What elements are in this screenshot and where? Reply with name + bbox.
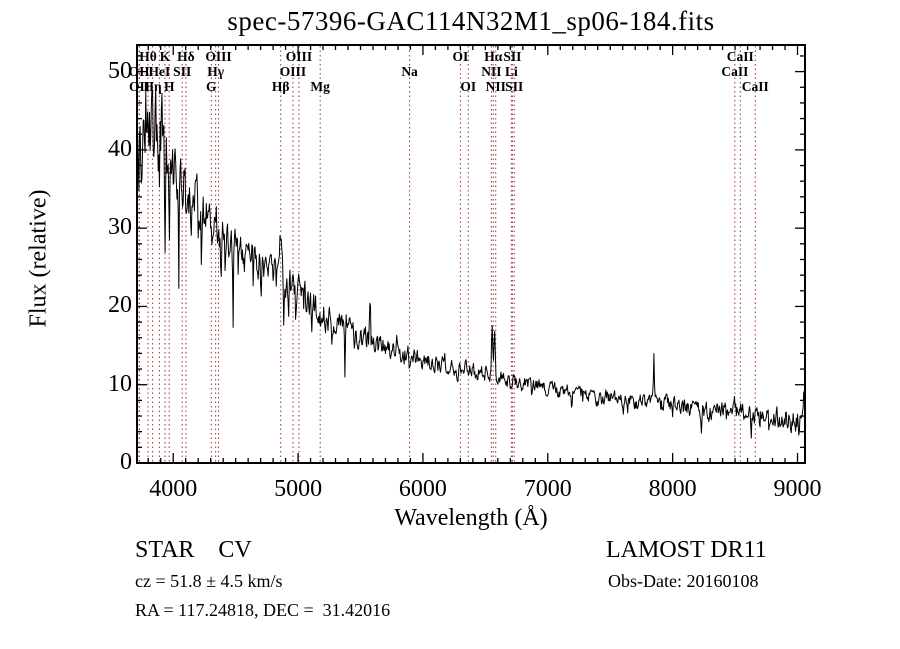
y-tick-10: 10 — [108, 370, 132, 397]
line-label-K: K — [159, 49, 171, 64]
x-axis-title: Wavelength (Å) — [394, 505, 548, 531]
line-label-OIII: OIII — [285, 49, 313, 64]
y-tick-30: 30 — [108, 214, 132, 241]
radial-velocity-label: cz = 51.8 ± 4.5 km/s — [135, 571, 283, 591]
line-label-Hγ: Hγ — [207, 64, 225, 79]
line-label-Hα: Hα — [484, 49, 503, 64]
line-label-H: H — [163, 79, 175, 94]
line-label-OII: OII — [128, 64, 150, 79]
line-label-SII: SII — [505, 79, 524, 94]
x-tick-9000: 9000 — [773, 476, 822, 502]
plot-frame — [136, 44, 806, 464]
line-label-CaII: CaII — [741, 79, 769, 94]
line-label-OI: OI — [452, 49, 469, 64]
x-tick-8000: 8000 — [648, 476, 697, 502]
line-label-NII: NII — [481, 64, 502, 79]
line-label-OIII: OIII — [279, 64, 307, 79]
line-label-Na: Na — [401, 64, 418, 79]
x-tick-7000: 7000 — [523, 476, 572, 502]
line-label-G: G — [206, 79, 217, 94]
line-label-OI: OI — [460, 79, 477, 94]
line-label-SII: SII — [503, 49, 522, 64]
line-label-CaII: CaII — [726, 49, 754, 64]
axis-ticks — [137, 45, 805, 464]
y-tick-50: 50 — [108, 57, 132, 84]
line-label-Mg: Mg — [310, 79, 330, 94]
ra-dec-label: RA = 117.24818, DEC = 31.42016 — [135, 600, 391, 620]
x-tick-5000: 5000 — [274, 476, 323, 502]
obs-date-label: Obs-Date: 20160108 — [608, 571, 759, 591]
line-label-Hθ: Hθ — [139, 49, 157, 64]
y-tick-40: 40 — [108, 135, 132, 162]
line-label-Hη: Hη — [143, 79, 162, 94]
y-tick-20: 20 — [108, 292, 132, 319]
y-axis-title: Flux (relative) — [25, 189, 52, 328]
line-label-HeI: HeI — [148, 64, 171, 79]
line-label-SII: SII — [173, 64, 192, 79]
survey-release-label: LAMOST DR11 — [606, 537, 767, 563]
x-tick-6000: 6000 — [398, 476, 447, 502]
spectrum-curve — [136, 84, 806, 439]
line-label-OIII: OIII — [205, 49, 232, 64]
x-tick-4000: 4000 — [149, 476, 198, 502]
spectral-line-markers — [138, 46, 756, 462]
line-label-NII: NII — [485, 79, 506, 94]
line-label-CaII: CaII — [721, 64, 749, 79]
classification-label: STAR CV — [135, 537, 252, 563]
plot-title: spec-57396-GAC114N32M1_sp06-184.fits — [227, 6, 715, 36]
line-label-Li: Li — [504, 64, 518, 79]
line-label-Hδ: Hδ — [177, 49, 195, 64]
y-tick-0: 0 — [120, 449, 132, 475]
line-label-Hβ: Hβ — [271, 79, 290, 94]
line-label-OII: OII — [128, 79, 150, 94]
